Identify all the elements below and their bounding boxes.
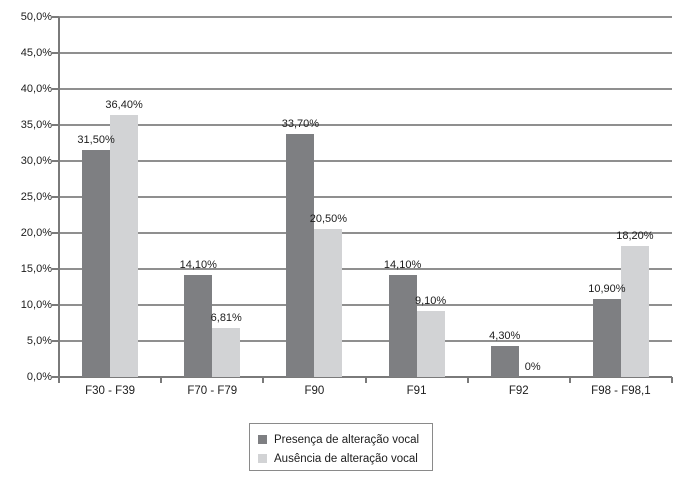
bar-value-label: 18,20% (616, 230, 654, 242)
y-axis-tick (52, 160, 59, 162)
bar-ausencia (416, 311, 445, 377)
legend-label-presenca: Presença de alteração vocal (274, 433, 420, 446)
y-axis-tick (52, 52, 59, 54)
gridline (59, 232, 672, 234)
bar-presenca (592, 299, 621, 377)
bar-value-label: 9,10% (414, 295, 447, 307)
bar-presenca (184, 275, 213, 377)
bar-value-label: 14,10% (383, 259, 422, 271)
gridline (59, 160, 672, 162)
x-axis-category-label: F91 (406, 385, 427, 397)
bar-presenca (388, 275, 417, 377)
bar-ausencia (314, 229, 343, 377)
y-axis-line (58, 17, 60, 377)
x-axis-category-label: F98 - F98,1 (591, 385, 651, 397)
y-axis-tick (52, 16, 59, 18)
bar-value-label: 10,90% (588, 283, 626, 295)
legend-item-ausencia: Ausência de alteração vocal (258, 449, 432, 468)
gridline (59, 304, 672, 306)
y-axis-tick-label: 40,0% (20, 83, 52, 95)
bar-presenca (490, 346, 519, 377)
bar-value-label: 20,50% (309, 213, 348, 225)
y-axis-tick-label: 0,0% (26, 371, 52, 383)
gridline (59, 340, 672, 342)
x-axis-category-label: F30 - F39 (85, 385, 135, 397)
x-axis-tick (58, 377, 60, 383)
y-axis-tick-label: 45,0% (20, 47, 52, 59)
bar-value-label: 4,30% (489, 330, 521, 342)
gridline (59, 268, 672, 270)
x-axis-tick (160, 377, 163, 383)
y-axis-tick (52, 340, 59, 342)
x-axis-category-label: F70 - F79 (187, 385, 238, 397)
y-axis-tick (52, 232, 59, 234)
gridline (59, 16, 672, 18)
y-axis-tick-label: 30,0% (20, 155, 52, 167)
y-axis-tick (52, 376, 59, 378)
y-axis-tick (52, 268, 59, 270)
gridline (59, 196, 672, 198)
bar-ausencia (110, 115, 139, 377)
x-axis-tick (262, 377, 265, 383)
gridline (59, 88, 672, 90)
y-axis-tick (52, 124, 59, 126)
bar-presenca (82, 150, 111, 377)
bar-ausencia (212, 328, 241, 377)
y-axis-tick-label: 25,0% (20, 191, 52, 203)
x-axis-tick (364, 377, 367, 383)
y-axis-tick-label: 35,0% (20, 119, 52, 131)
bar-value-label: 0% (524, 361, 541, 373)
bar-ausencia (620, 246, 649, 377)
bar-value-label: 36,40% (105, 99, 143, 111)
x-axis-tick (568, 377, 571, 383)
y-axis-tick-label: 20,0% (20, 227, 52, 239)
y-axis-tick-label: 10,0% (20, 299, 52, 311)
y-axis-tick-label: 50,0% (20, 11, 52, 23)
legend: Presença de alteração vocal Ausência de … (249, 423, 433, 471)
y-axis-tick-label: 15,0% (20, 263, 52, 275)
legend-label-ausencia: Ausência de alteração vocal (274, 452, 418, 465)
y-axis-tick-label: 5,0% (26, 335, 52, 347)
legend-swatch-presenca (258, 435, 267, 444)
bar-value-label: 33,70% (281, 118, 320, 130)
gridline (59, 52, 672, 54)
bar-value-label: 14,10% (179, 259, 217, 271)
x-axis-tick (671, 377, 673, 383)
x-axis-tick (466, 377, 469, 383)
y-axis-tick (52, 196, 59, 198)
bar-value-label: 31,50% (77, 134, 115, 146)
gridline (59, 124, 672, 126)
x-axis-category-label: F90 (304, 385, 325, 397)
y-axis-tick (52, 88, 59, 90)
legend-item-presenca: Presença de alteração vocal (258, 430, 432, 449)
x-axis-category-label: F92 (508, 385, 529, 397)
legend-swatch-ausencia (258, 454, 267, 463)
bar-value-label: 6,81% (210, 312, 242, 324)
bar-presenca (286, 134, 315, 377)
y-axis-tick (52, 304, 59, 306)
